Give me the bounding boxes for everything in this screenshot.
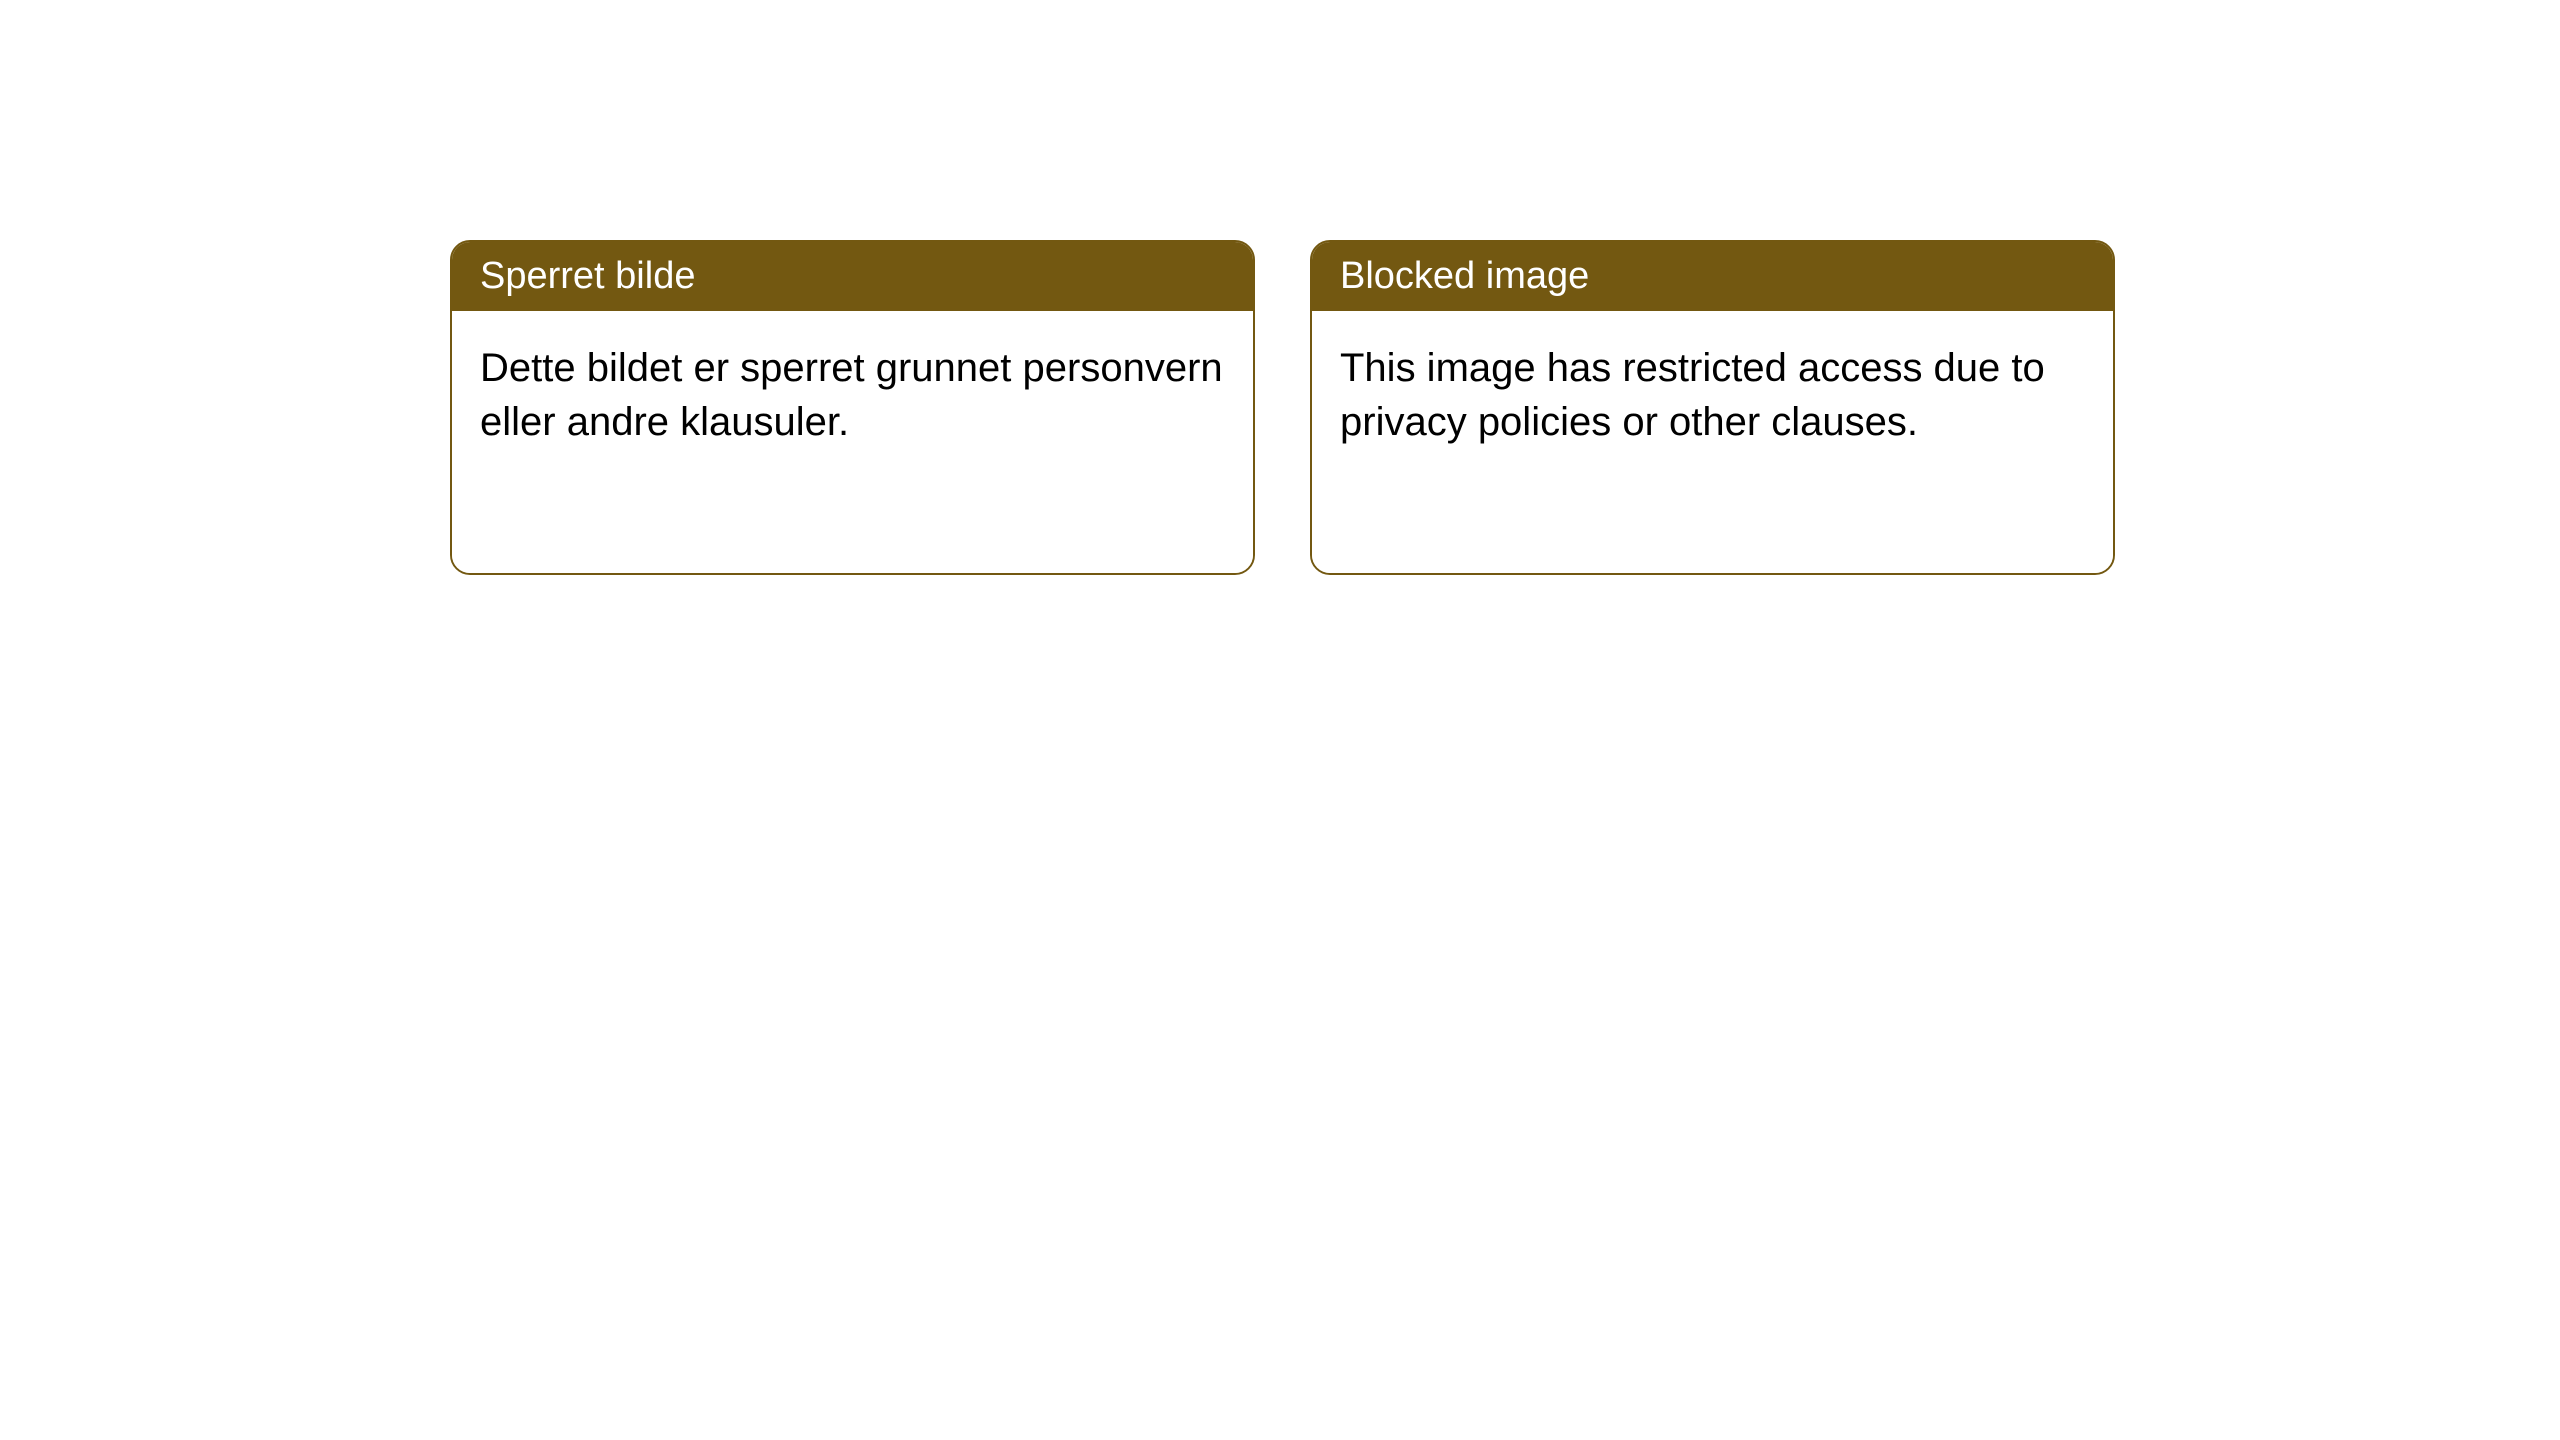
info-box-no: Sperret bilde Dette bildet er sperret gr…: [450, 240, 1255, 575]
info-box-header-en: Blocked image: [1312, 242, 2113, 311]
info-boxes-container: Sperret bilde Dette bildet er sperret gr…: [0, 0, 2560, 575]
info-box-body-no: Dette bildet er sperret grunnet personve…: [452, 311, 1253, 573]
info-box-header-no: Sperret bilde: [452, 242, 1253, 311]
info-box-body-en: This image has restricted access due to …: [1312, 311, 2113, 573]
info-box-en: Blocked image This image has restricted …: [1310, 240, 2115, 575]
